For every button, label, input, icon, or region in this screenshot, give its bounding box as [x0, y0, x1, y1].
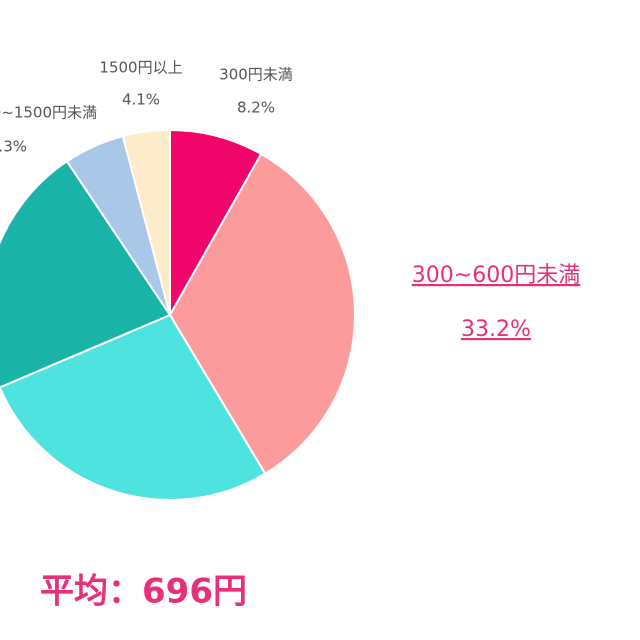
slice-label: 1500円以上 [99, 59, 182, 77]
slice-label: 1000~1500円未満 [0, 104, 97, 122]
pie-slice [0, 159, 172, 389]
slice-label: 300円未満 [219, 66, 293, 84]
value-label: 4.1% [122, 91, 160, 109]
pie-slice [121, 128, 171, 316]
value-label: 8.2% [237, 99, 275, 117]
value-label: 33.2% [461, 317, 531, 342]
average-annotation: 平均：696円 [40, 572, 247, 612]
pie-slice [169, 128, 263, 319]
pie-slice [0, 313, 267, 501]
slice-label: 300~600円未満 [412, 263, 580, 288]
pie-slice [168, 152, 356, 476]
value-label: 5.3% [0, 138, 27, 156]
